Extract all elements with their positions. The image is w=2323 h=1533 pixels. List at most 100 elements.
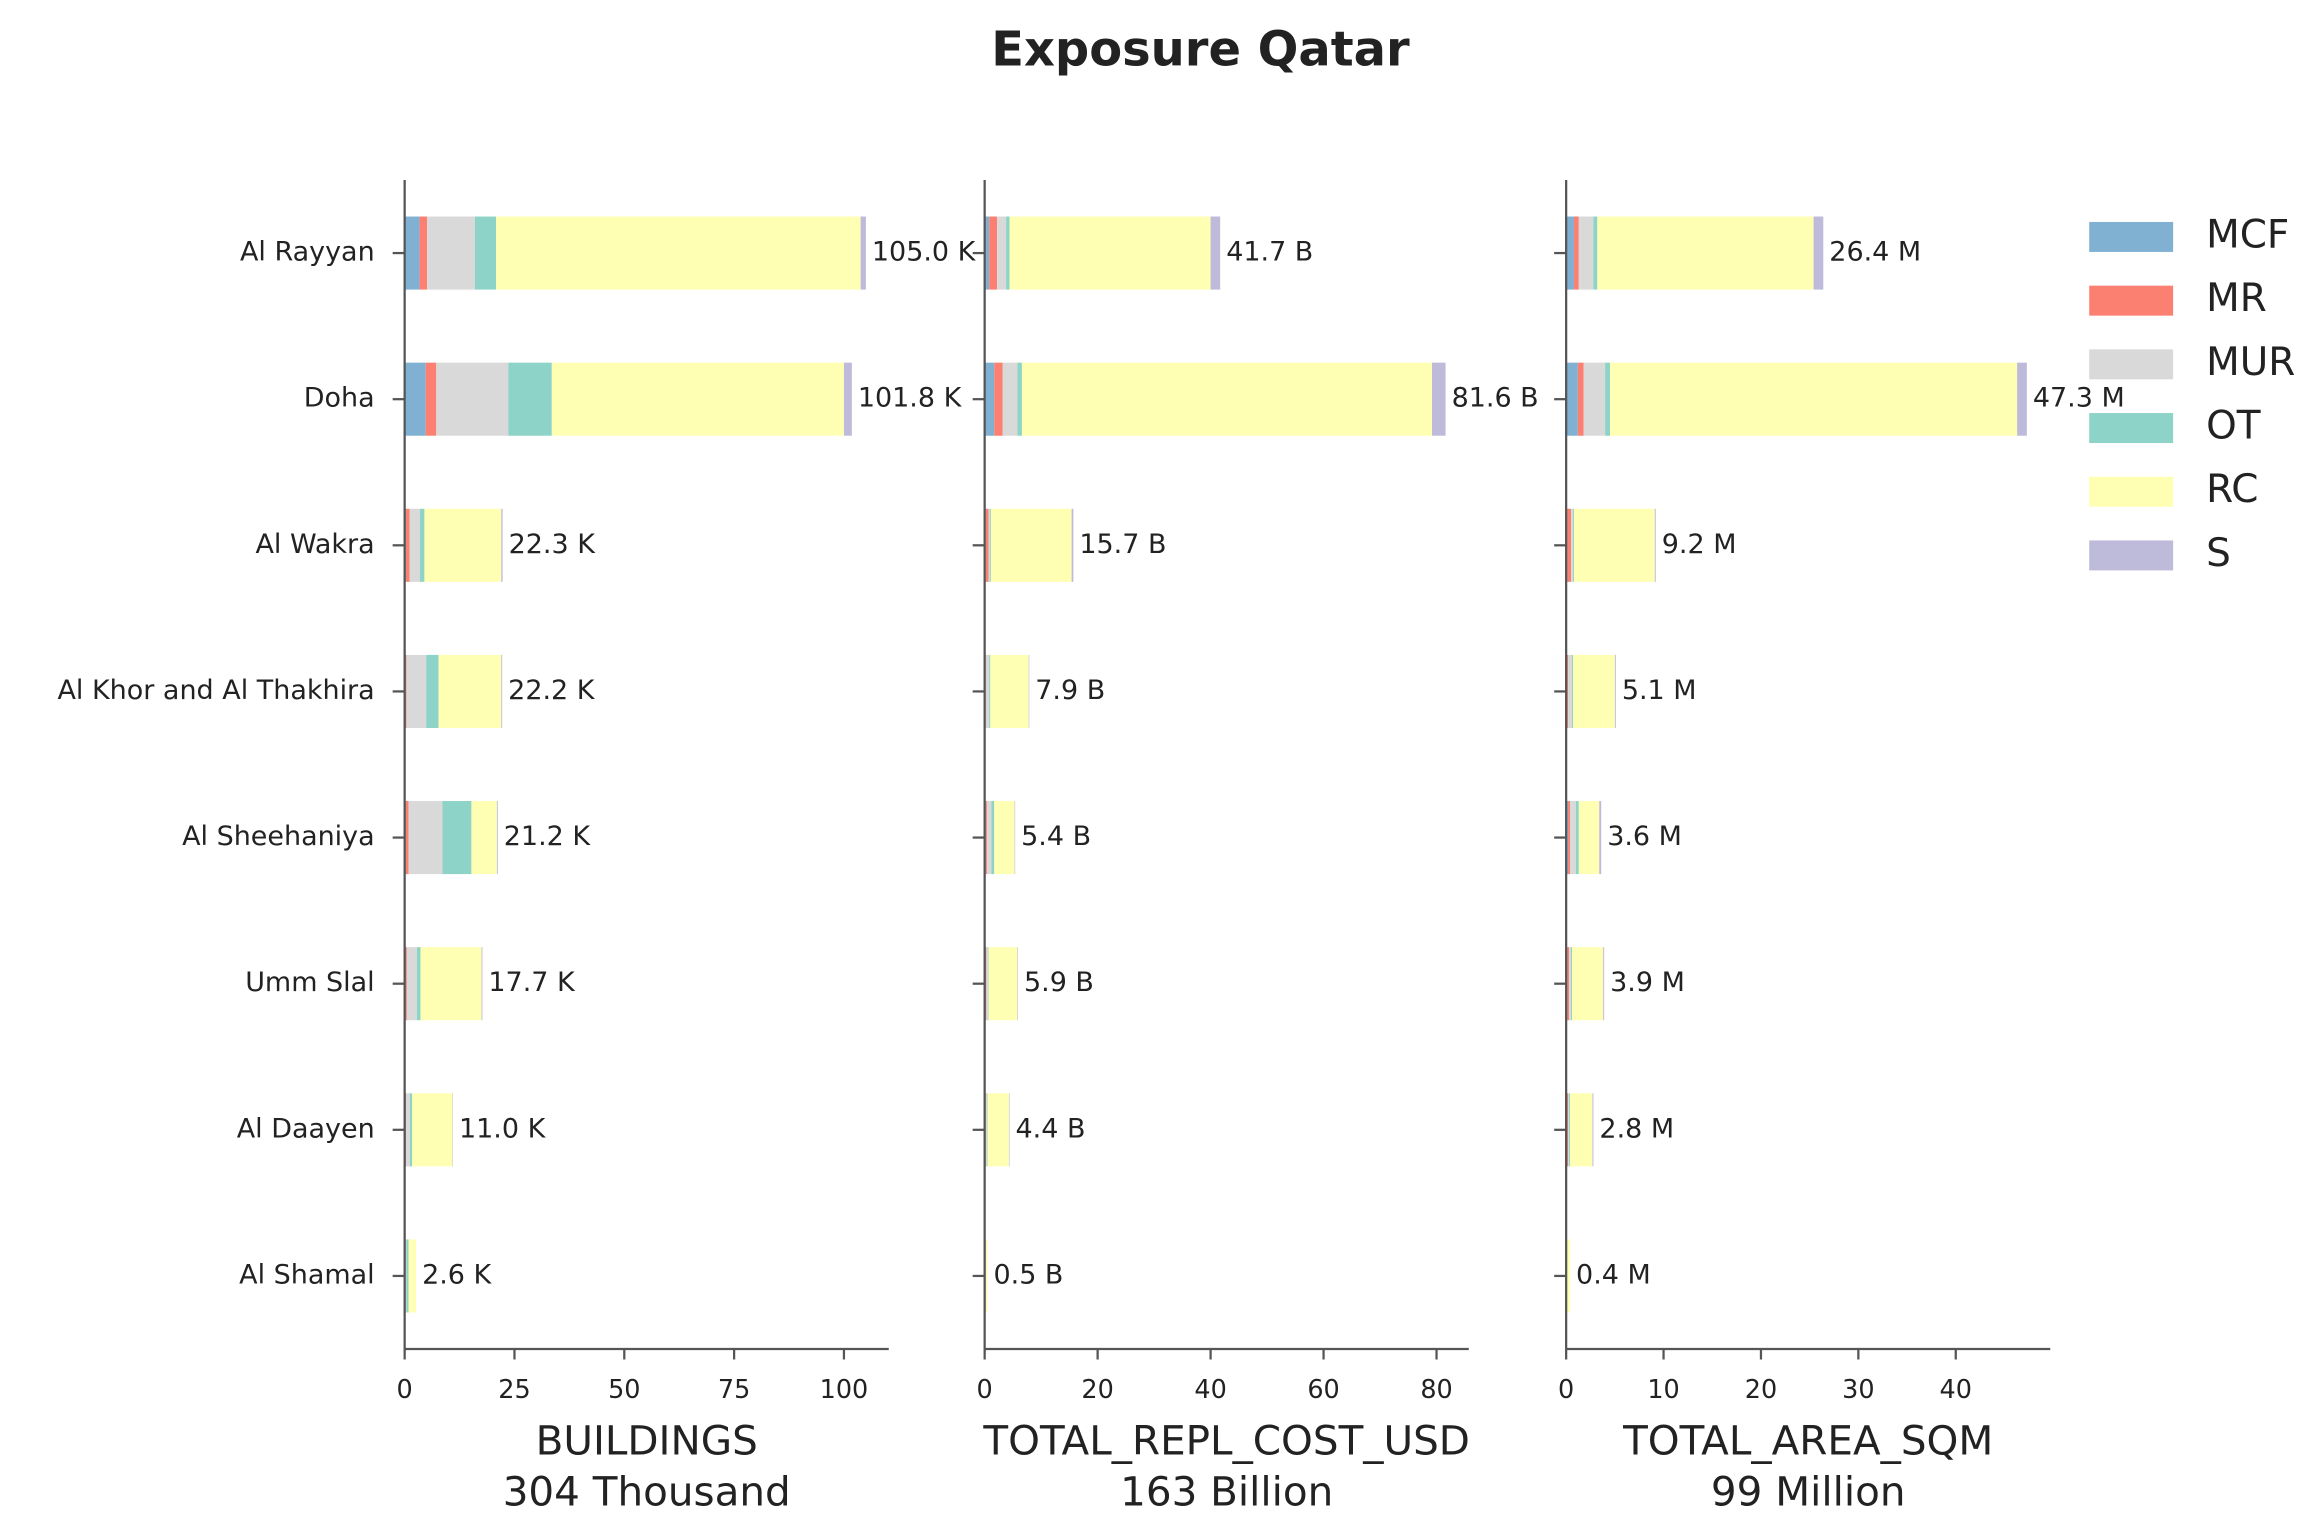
bar-segment — [1568, 655, 1572, 728]
bar-segment — [1211, 217, 1221, 290]
x-tick-label: 0 — [1558, 1375, 1574, 1405]
bar-segment — [407, 947, 417, 1020]
bar-segment — [987, 1093, 988, 1166]
bar-segment — [436, 363, 508, 436]
total-label: 9.2 M — [1662, 529, 1737, 560]
total-label: 26.4 M — [1829, 237, 1921, 268]
bar-segment — [552, 363, 844, 436]
bar-segment — [1029, 655, 1030, 728]
total-label: 2.6 K — [422, 1259, 492, 1290]
x-tick-label: 60 — [1307, 1375, 1339, 1405]
total-label: 11.0 K — [459, 1113, 547, 1144]
bar-segment — [1599, 801, 1601, 874]
total-label: 101.8 K — [858, 383, 963, 414]
bar-segment — [405, 363, 426, 436]
bar-segment — [991, 801, 994, 874]
bar-segment — [1573, 655, 1615, 728]
y-tick-label: Al Wakra — [255, 529, 374, 560]
bar-segment — [471, 801, 496, 874]
bar-segment — [989, 655, 990, 728]
bar-segment — [1570, 1093, 1592, 1166]
total-label: 5.4 B — [1021, 821, 1091, 852]
bar-segment — [409, 1239, 416, 1312]
bar-segment — [1569, 1093, 1570, 1166]
legend-label: S — [2206, 531, 2231, 576]
bar-segment — [994, 363, 1002, 436]
y-tick-label: Al Daayen — [237, 1113, 375, 1144]
bar-segment — [475, 217, 496, 290]
bar-segment — [989, 947, 1018, 1020]
bar-segment — [1015, 801, 1016, 874]
bar-segment — [1009, 1093, 1010, 1166]
total-label: 41.7 B — [1226, 237, 1313, 268]
x-tick-label: 0 — [397, 1375, 413, 1405]
bar-segment — [1572, 655, 1573, 728]
bar-segment — [1432, 363, 1446, 436]
bar-segment — [508, 363, 551, 436]
x-tick-label: 0 — [977, 1375, 993, 1405]
bar-segment — [438, 655, 501, 728]
bar-segment — [426, 363, 437, 436]
bar-segment — [1006, 217, 1009, 290]
bar-segment — [410, 1093, 412, 1166]
x-axis-total: 99 Million — [1711, 1467, 1906, 1515]
bar-segment — [1655, 509, 1656, 582]
x-tick-label: 20 — [1081, 1375, 1113, 1405]
bar-segment — [1569, 947, 1571, 1020]
bar-segment — [1584, 363, 1605, 436]
y-tick-label: Umm Slal — [245, 967, 374, 998]
bar-segment — [412, 1093, 452, 1166]
x-tick-label: 25 — [498, 1375, 530, 1405]
bar-segment — [409, 509, 420, 582]
x-axis-label: TOTAL_REPL_COST_USD — [982, 1416, 1470, 1464]
bar-segment — [1576, 801, 1579, 874]
bar-segment — [406, 1239, 408, 1312]
bar-segment — [986, 801, 987, 874]
bar-segment — [844, 363, 852, 436]
x-axis-total: 304 Thousand — [503, 1467, 791, 1515]
legend-swatch — [2089, 222, 2173, 252]
total-label: 0.4 M — [1576, 1259, 1651, 1290]
bar-segment — [1567, 947, 1569, 1020]
bar-segment — [990, 655, 1028, 728]
bar-segment — [409, 801, 443, 874]
bar-segment — [1566, 217, 1574, 290]
bar-segment — [986, 947, 988, 1020]
bar-segment — [496, 217, 861, 290]
bar-segment — [1574, 509, 1655, 582]
bar-segment — [1568, 1093, 1569, 1166]
legend-label: OT — [2206, 404, 2261, 449]
bar-segment — [986, 509, 989, 582]
bar-segment — [994, 801, 1014, 874]
bar-segment — [988, 947, 989, 1020]
total-label: 105.0 K — [872, 237, 977, 268]
bar-segment — [1571, 947, 1572, 1020]
bar-segment — [1573, 509, 1574, 582]
total-label: 22.2 K — [508, 675, 596, 706]
bar-segment — [1597, 217, 1813, 290]
bar-segment — [991, 509, 1072, 582]
bar-segment — [1571, 509, 1573, 582]
total-label: 15.7 B — [1079, 529, 1166, 560]
bar-segment — [2017, 363, 2027, 436]
total-label: 5.9 B — [1024, 967, 1094, 998]
x-tick-label: 75 — [718, 1375, 750, 1405]
legend-label: MUR — [2206, 340, 2295, 385]
y-tick-label: Al Khor and Al Thakhira — [57, 675, 374, 706]
x-tick-label: 30 — [1842, 1375, 1874, 1405]
bar-segment — [989, 509, 990, 582]
bar-segment — [442, 801, 471, 874]
bar-segment — [424, 509, 501, 582]
bar-segment — [1567, 509, 1571, 582]
bar-segment — [1010, 217, 1211, 290]
bar-segment — [1570, 801, 1576, 874]
y-tick-label: Al Rayyan — [240, 237, 375, 268]
bar-segment — [987, 801, 992, 874]
bar-segment — [501, 509, 502, 582]
total-label: 4.4 B — [1016, 1113, 1086, 1144]
total-label: 3.6 M — [1607, 821, 1682, 852]
y-tick-label: Al Shamal — [239, 1259, 375, 1290]
bar-segment — [420, 217, 427, 290]
bar-segment — [1593, 217, 1597, 290]
